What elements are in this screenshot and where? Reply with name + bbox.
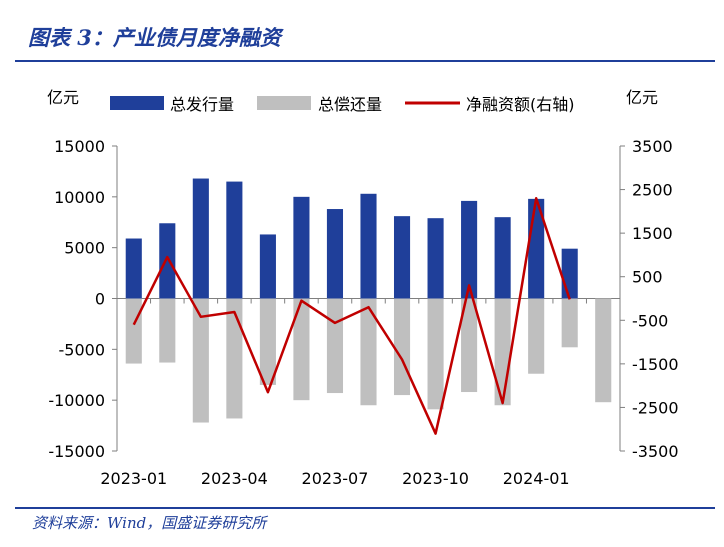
repay-bar: [293, 298, 310, 401]
issue-bar: [461, 200, 478, 299]
left-tick-label: 5000: [64, 239, 105, 258]
issue-bar: [159, 223, 176, 299]
right-tick-label: 2500: [632, 181, 673, 200]
right-tick-label: 500: [632, 268, 663, 287]
issue-bar: [192, 178, 209, 299]
left-tick-label: -15000: [48, 442, 105, 461]
right-axis-unit: 亿元: [626, 88, 658, 107]
left-tick-label: 0: [95, 290, 105, 309]
legend-label: 净融资额(右轴): [466, 95, 575, 114]
issue-bar: [125, 238, 142, 299]
legend-swatch: [110, 96, 164, 110]
legend-swatch: [257, 96, 311, 110]
x-tick-label: 2023-10: [402, 469, 469, 488]
issue-bar: [427, 218, 444, 299]
right-tick-label: 3500: [632, 137, 673, 156]
chart-title: 图表 3：产业债月度净融资: [28, 25, 281, 50]
repay-bar: [595, 298, 612, 403]
right-tick-label: -3500: [632, 442, 679, 461]
repay-bar: [561, 298, 578, 348]
issue-bar: [494, 217, 511, 299]
x-tick-label: 2024-01: [503, 469, 570, 488]
right-tick-label: -2500: [632, 398, 679, 417]
left-tick-label: -10000: [48, 391, 105, 410]
issue-bar: [561, 248, 578, 299]
x-tick-label: 2023-04: [201, 469, 268, 488]
repay-bar: [125, 298, 142, 364]
left-axis-unit: 亿元: [47, 88, 79, 107]
repay-bar: [494, 298, 511, 406]
issue-bar: [393, 216, 411, 299]
issue-bar: [226, 181, 243, 299]
left-tick-label: 10000: [54, 188, 105, 207]
left-tick-label: 15000: [54, 137, 105, 156]
repay-bar: [259, 298, 276, 385]
repay-bar: [326, 298, 344, 394]
source-note: 资料来源：Wind，国盛证券研究所: [32, 514, 267, 532]
issue-bar: [326, 209, 344, 299]
issue-bar: [259, 234, 276, 299]
right-tick-label: -500: [632, 311, 668, 330]
right-tick-label: 1500: [632, 224, 673, 243]
x-tick-label: 2023-01: [100, 469, 167, 488]
legend-label: 总发行量: [170, 95, 234, 114]
right-tick-label: -1500: [632, 355, 679, 374]
repay-bar: [192, 298, 209, 423]
repay-bar: [393, 298, 411, 396]
repay-bar: [528, 298, 545, 374]
source-rule: [15, 507, 715, 509]
issue-bar: [360, 193, 377, 299]
left-tick-label: -5000: [59, 340, 106, 359]
repay-bar: [427, 298, 444, 410]
net-financing-line: [132, 197, 571, 435]
title-rule: [15, 60, 715, 62]
legend-label: 总偿还量: [318, 95, 382, 114]
repay-bar: [360, 298, 377, 406]
issue-bar: [293, 196, 310, 299]
x-tick-label: 2023-07: [302, 469, 369, 488]
repay-bar: [226, 298, 243, 419]
repay-bar: [461, 298, 478, 393]
repay-bar: [159, 298, 176, 363]
